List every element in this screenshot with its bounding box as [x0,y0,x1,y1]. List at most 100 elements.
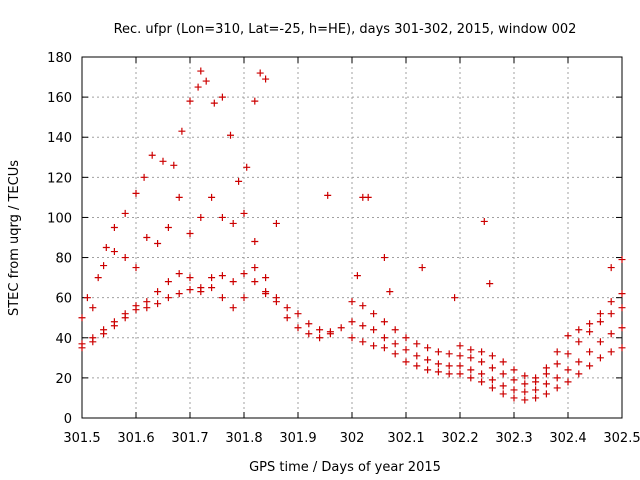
data-point [456,352,464,360]
data-point [456,362,464,370]
data-point [262,75,270,83]
data-point [618,290,626,298]
data-point [553,374,561,382]
data-point [510,366,518,374]
data-point [178,127,186,135]
data-point [164,294,172,302]
y-tick-label: 60 [55,292,72,307]
x-tick-label: 302.1 [387,431,424,446]
data-point [532,394,540,402]
data-point [542,390,550,398]
data-point [564,378,572,386]
data-point [359,338,367,346]
data-point [121,209,129,217]
data-point [445,370,453,378]
data-point [294,324,302,332]
data-point [499,382,507,390]
y-tick-label: 120 [47,171,72,186]
data-point [186,274,194,282]
data-point [542,364,550,372]
data-point [596,338,604,346]
data-point [499,358,507,366]
x-tick-label: 302.2 [441,431,478,446]
data-point [521,372,529,380]
data-point [229,219,237,227]
data-point [197,288,205,296]
data-point [143,234,151,241]
data-point [413,352,421,360]
data-point [102,244,110,252]
data-point [272,219,280,227]
data-point [445,350,453,358]
data-point [305,320,313,328]
data-point [467,346,475,354]
data-point [229,278,237,286]
data-point [586,348,594,356]
data-point [413,340,421,348]
data-point [586,328,594,336]
data-point [434,368,442,376]
data-point [586,320,594,328]
data-point [418,264,426,272]
data-point [83,294,91,302]
data-point [575,370,583,378]
data-point [348,298,356,306]
data-point [143,304,151,312]
data-point [353,272,361,280]
data-point [478,358,486,366]
data-point [348,334,356,342]
data-point [229,304,237,312]
data-point [154,240,162,248]
data-point [480,217,488,225]
data-point [240,270,248,278]
data-point [391,326,399,334]
data-point [148,151,156,159]
data-point [488,376,496,384]
data-point [370,326,378,334]
x-tick-label: 302.5 [603,431,640,446]
data-point [424,356,432,364]
data-point [305,330,313,338]
data-point [575,326,583,334]
data-point [402,358,410,366]
data-point [132,189,140,197]
y-tick-label: 160 [47,91,72,106]
data-point [488,384,496,392]
data-point [434,360,442,368]
data-point [607,264,615,272]
data-point [510,394,518,402]
data-point [294,310,302,318]
data-point [618,304,626,312]
data-point [607,348,615,356]
data-point [256,69,264,77]
data-point [499,390,507,398]
data-point [272,294,280,302]
data-points [78,67,626,404]
data-point [175,193,183,201]
data-point [467,374,475,382]
data-point [243,163,251,171]
data-point [218,93,226,101]
data-point [413,362,421,370]
y-tick-label: 100 [47,211,72,226]
data-point [434,348,442,356]
y-tick-label: 140 [47,131,72,146]
data-point [542,370,550,378]
data-point [262,274,270,282]
data-point [596,318,604,326]
data-point [467,366,475,374]
data-point [218,213,226,221]
data-point [89,338,97,346]
y-tick-label: 80 [55,252,72,267]
data-point [132,306,140,314]
data-point [532,386,540,394]
x-tick-label: 302 [340,431,365,446]
data-point [402,334,410,342]
data-point [359,302,367,310]
data-point [227,131,234,139]
data-point [283,314,291,322]
data-point [467,354,475,362]
data-point [194,83,202,91]
y-tick-label: 180 [47,51,72,66]
data-point [235,177,243,185]
